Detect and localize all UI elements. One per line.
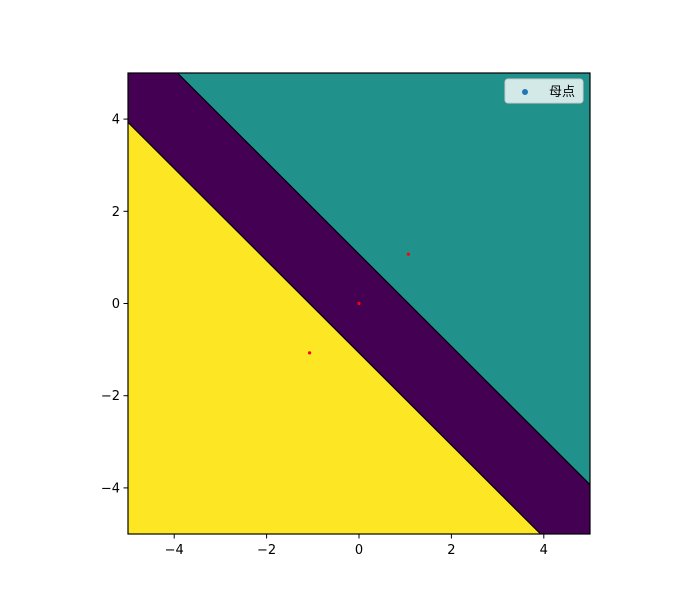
x-tick-label: −4 xyxy=(165,543,184,558)
legend-marker xyxy=(522,89,528,95)
y-tick-label: 2 xyxy=(112,205,120,220)
generator-point-2 xyxy=(357,301,361,306)
boundary-line-2 xyxy=(177,72,591,486)
y-tick-label: 0 xyxy=(112,297,120,312)
generator-point-1 xyxy=(307,351,312,355)
legend-label: 母点 xyxy=(549,85,575,100)
generator-points xyxy=(307,252,411,355)
legend-box xyxy=(504,78,584,104)
y-axis: −4 −2 0 2 4 xyxy=(101,113,128,496)
voronoi-boundaries xyxy=(127,72,591,535)
x-tick-label: 4 xyxy=(540,543,548,558)
y-tick-label: −4 xyxy=(101,481,120,496)
y-tick-label: −2 xyxy=(101,389,120,404)
generator-point-3 xyxy=(406,252,411,256)
x-tick-label: 2 xyxy=(447,543,455,558)
boundary-line-1 xyxy=(127,121,541,535)
x-axis: −4 −2 0 2 4 xyxy=(165,534,548,558)
x-tick-label: −2 xyxy=(257,543,276,558)
y-tick-label: 4 xyxy=(112,113,120,128)
legend: 母点 xyxy=(504,78,584,104)
x-tick-label: 0 xyxy=(355,543,363,558)
